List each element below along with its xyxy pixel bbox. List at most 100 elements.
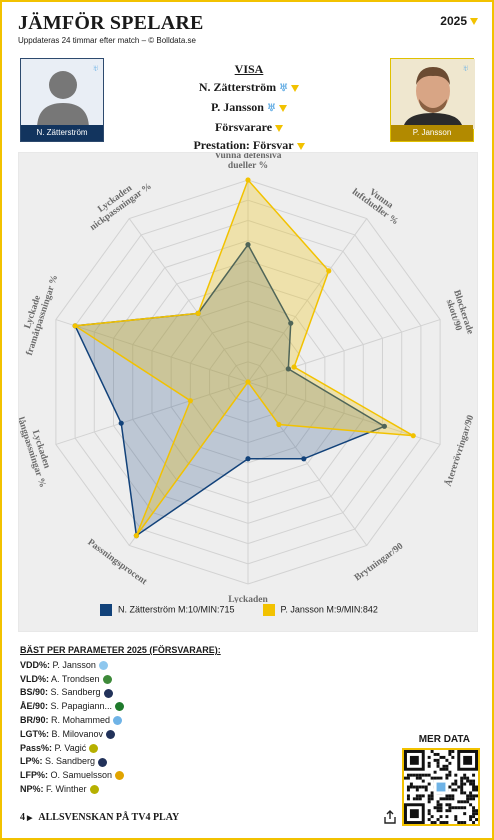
visa-panel: VISA N. Zätterström ♅ P. Jansson ♅ Försv… bbox=[122, 60, 376, 154]
data-point bbox=[195, 310, 201, 316]
data-point bbox=[291, 364, 297, 370]
axis-label-text: Vunna defensiva bbox=[215, 153, 282, 161]
legend-label-b: P. Jansson M:9/MIN:842 bbox=[280, 604, 378, 615]
chevron-down-icon bbox=[296, 142, 305, 150]
axis-spoke bbox=[55, 381, 249, 445]
axis-spoke bbox=[128, 218, 249, 383]
select-metric[interactable]: Prestation: Försvar bbox=[122, 136, 376, 154]
select-player-b-value: P. Jansson bbox=[211, 100, 264, 114]
footer-text: ALLSVENSKAN PÅ TV4 PLAY bbox=[38, 812, 180, 823]
best-row-key: LGT%: bbox=[20, 728, 49, 739]
year-value: 2025 bbox=[440, 14, 467, 28]
chevron-down-icon bbox=[291, 84, 300, 92]
best-row[interactable]: NP%: F. Winther bbox=[20, 783, 221, 797]
data-point bbox=[245, 456, 251, 462]
player-name-left: N. Zätterström bbox=[21, 125, 103, 141]
tv4-logo-icon: 4 bbox=[20, 812, 25, 823]
qr-code-icon bbox=[404, 750, 478, 824]
chart-legend: N. Zätterström M:10/MIN:715 P. Jansson M… bbox=[100, 604, 378, 616]
best-row[interactable]: LGT%: B. Milovanov bbox=[20, 728, 221, 742]
player-card-left[interactable]: ♅ N. Zätterström bbox=[20, 58, 104, 142]
best-row-player: S. Sandberg bbox=[42, 756, 96, 767]
mer-data-label: MER DATA bbox=[418, 734, 470, 745]
best-row-player: S. Papagiann... bbox=[48, 701, 113, 712]
select-player-a[interactable]: N. Zätterström ♅ bbox=[122, 78, 376, 98]
best-row-key: VLD%: bbox=[20, 673, 49, 684]
axis-label-text: Lyckaden bbox=[228, 595, 268, 603]
radar-chart-area: Vunna defensiva dueller % Vunna luftdueller… bbox=[15, 151, 478, 632]
club-crest-icon: ♅ bbox=[266, 103, 276, 114]
data-point bbox=[285, 366, 291, 372]
legend-item-b: P. Jansson M:9/MIN:842 bbox=[262, 604, 378, 616]
legend-swatch-b bbox=[262, 604, 275, 616]
qr-code[interactable] bbox=[402, 748, 480, 826]
club-crest-icon bbox=[115, 771, 125, 781]
best-row[interactable]: LP%: S. Sandberg bbox=[20, 755, 221, 769]
chevron-down-icon bbox=[278, 104, 287, 112]
data-point bbox=[245, 379, 251, 385]
page-title: JÄMFÖR SPELARE bbox=[18, 12, 204, 34]
legend-swatch-a bbox=[100, 604, 112, 616]
play-icon: ▶ bbox=[27, 814, 33, 822]
best-row[interactable]: BS/90: S. Sandberg bbox=[20, 686, 221, 700]
best-per-parameter: BÄST PER PARAMETER 2025 (FÖRSVARARE): VD… bbox=[20, 644, 221, 797]
axis-label-text: dueller % bbox=[228, 161, 268, 171]
axis-label: Lyckadenglidtacklingar % bbox=[214, 595, 283, 615]
axis-spoke bbox=[55, 319, 249, 383]
share-icon[interactable] bbox=[383, 810, 397, 824]
club-crest-icon bbox=[115, 702, 125, 712]
visa-heading: VISA bbox=[234, 62, 264, 76]
club-crest-icon bbox=[102, 674, 112, 684]
chevron-down-icon bbox=[275, 124, 284, 132]
header: JÄMFÖR SPELARE Uppdateras 24 timmar efte… bbox=[18, 12, 204, 45]
legend-item-a: N. Zätterström M:10/MIN:715 bbox=[100, 604, 235, 616]
axis-spoke bbox=[247, 381, 441, 445]
footer-tv4-play[interactable]: 4 ▶ ALLSVENSKAN PÅ TV4 PLAY bbox=[20, 812, 179, 823]
data-point bbox=[288, 320, 294, 326]
axis-label-text: Återerövringar/90 bbox=[442, 413, 476, 488]
data-point bbox=[118, 420, 124, 426]
data-point bbox=[381, 423, 388, 429]
best-row-player: P. Jansson bbox=[50, 659, 96, 670]
player-card-right[interactable]: ♅ P. Jansson bbox=[390, 58, 475, 142]
best-row[interactable]: VDD%: P. Jansson bbox=[20, 659, 221, 673]
club-crest-icon bbox=[98, 660, 108, 670]
best-row-key: Pass%: bbox=[20, 742, 53, 753]
best-row-key: BS/90: bbox=[20, 687, 49, 698]
best-row-key: BR/90: bbox=[20, 714, 49, 725]
chevron-down-icon bbox=[470, 18, 478, 26]
club-crest-icon bbox=[89, 785, 99, 795]
best-row-player: F. Winther bbox=[43, 783, 87, 794]
year-selector[interactable]: 2025 bbox=[440, 14, 478, 28]
data-point bbox=[301, 456, 307, 462]
best-row[interactable]: VLD%: A. Trondsen bbox=[20, 673, 221, 687]
best-row[interactable]: LFP%: O. Samuelsson bbox=[20, 769, 221, 783]
best-row-key: ÅE/90: bbox=[20, 701, 49, 712]
player-name-right: P. Jansson bbox=[391, 125, 473, 141]
best-row-player: R. Mohammed bbox=[48, 714, 111, 725]
select-metric-value: Prestation: Försvar bbox=[193, 138, 294, 152]
best-row[interactable]: Pass%: P. Vagić bbox=[20, 742, 221, 756]
legend-label-a: N. Zätterström M:10/MIN:715 bbox=[118, 604, 235, 615]
best-row-key: VDD%: bbox=[20, 659, 51, 670]
best-row-key: LP%: bbox=[20, 756, 43, 767]
select-player-b[interactable]: P. Jansson ♅ bbox=[122, 98, 376, 118]
club-crest-icon: ♅ bbox=[92, 63, 99, 73]
club-crest-icon bbox=[103, 688, 113, 698]
select-position[interactable]: Försvarare bbox=[122, 118, 376, 136]
club-crest-icon bbox=[113, 716, 123, 726]
club-crest-icon bbox=[106, 729, 116, 739]
club-crest-icon bbox=[98, 757, 108, 767]
best-row-player: O. Samuelsson bbox=[48, 770, 113, 781]
data-point bbox=[245, 242, 251, 248]
best-row[interactable]: ÅE/90: S. Papagiann... bbox=[20, 700, 221, 714]
data-point bbox=[326, 268, 332, 274]
club-crest-icon bbox=[89, 743, 99, 753]
best-row[interactable]: BR/90: R. Mohammed bbox=[20, 714, 221, 728]
